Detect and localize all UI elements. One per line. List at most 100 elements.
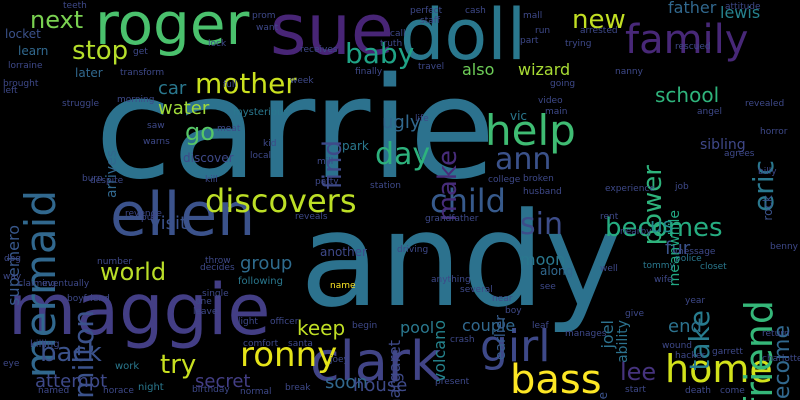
word-begin: begin bbox=[352, 321, 378, 331]
word-despite: despite bbox=[90, 176, 124, 186]
word-way: way bbox=[3, 272, 22, 282]
word-park: park bbox=[342, 139, 369, 153]
word-next: next bbox=[30, 6, 84, 34]
word-end: end bbox=[668, 316, 702, 337]
word-anything: anything bbox=[431, 275, 471, 285]
word-claiming: claiming bbox=[18, 279, 57, 289]
word-run: run bbox=[535, 26, 551, 36]
word-nearby: nearby bbox=[620, 227, 652, 237]
word-eventually: eventually bbox=[42, 279, 90, 289]
word-discover: discover bbox=[183, 151, 234, 165]
word-sibling: sibling bbox=[700, 137, 746, 153]
word-well: well bbox=[600, 264, 618, 274]
word-present: present bbox=[435, 377, 470, 387]
word-ellen: ellen bbox=[110, 180, 256, 250]
word-name: name bbox=[330, 281, 356, 291]
word-eye: eye bbox=[3, 359, 20, 369]
word-new: new bbox=[572, 5, 626, 35]
word-perfect: perfect bbox=[410, 6, 443, 16]
word-nanny: nanny bbox=[615, 67, 643, 77]
word-later: later bbox=[75, 66, 103, 80]
word-another: another bbox=[320, 245, 367, 259]
word-try: try bbox=[160, 350, 197, 380]
word-message: message bbox=[675, 247, 716, 257]
word-station: station bbox=[370, 181, 401, 191]
word-come: come bbox=[720, 386, 745, 396]
word-roger: roger bbox=[95, 0, 250, 58]
word-warns: warns bbox=[143, 137, 170, 147]
word-throw: throw bbox=[205, 256, 231, 266]
word-volcano: volcano bbox=[430, 320, 449, 383]
word-lock: lock bbox=[208, 39, 227, 49]
word-child: child bbox=[430, 182, 506, 220]
word-several: several bbox=[460, 285, 493, 295]
word-world: world bbox=[100, 258, 167, 286]
word-morning: morning bbox=[117, 95, 155, 105]
word-ann: ann bbox=[495, 142, 552, 177]
word-bass: bass bbox=[510, 357, 602, 400]
word-work: work bbox=[115, 361, 140, 372]
word-horror: horror bbox=[760, 127, 788, 137]
word-left: left bbox=[3, 86, 18, 96]
word-put: put bbox=[141, 213, 156, 223]
word-baby: baby bbox=[345, 37, 415, 70]
word-discovers: discovers bbox=[205, 182, 357, 220]
word-grandfather: grandfather bbox=[425, 214, 479, 224]
word-travel: travel bbox=[418, 62, 445, 72]
word-angel: angel bbox=[697, 107, 722, 117]
word-visit: visit bbox=[150, 213, 188, 234]
word-reveals: reveals bbox=[295, 212, 328, 222]
word-receives: receives bbox=[300, 45, 338, 55]
word-maggie: maggie bbox=[8, 269, 271, 351]
word-doll: doll bbox=[400, 0, 527, 76]
word-help: help bbox=[485, 106, 576, 155]
word-closet: closet bbox=[700, 262, 727, 272]
word-wife: wife bbox=[654, 275, 673, 285]
word-moon: moon bbox=[520, 250, 566, 269]
word-meat: meat bbox=[217, 124, 241, 134]
word-benny: benny bbox=[770, 242, 798, 252]
word-husband: husband bbox=[523, 187, 562, 197]
word-mill: mill bbox=[317, 157, 334, 167]
word-truth: truth bbox=[380, 39, 403, 49]
word-light: light bbox=[238, 317, 258, 327]
word-father: father bbox=[668, 0, 717, 17]
word-kid: kid bbox=[263, 139, 277, 149]
word-rock: rock bbox=[761, 195, 775, 221]
word-charlotte: charlotte bbox=[762, 354, 800, 364]
word-boyfriend: boyfriend bbox=[67, 294, 110, 304]
word-transform: transform bbox=[120, 68, 165, 78]
word-day: day bbox=[375, 137, 431, 172]
word-prom: prom bbox=[252, 11, 276, 21]
word-garrett: garrett bbox=[712, 347, 743, 357]
word-tommy: tommy bbox=[643, 261, 675, 271]
word-job: job bbox=[675, 182, 689, 192]
word-santa: santa bbox=[288, 339, 313, 349]
word-billy: billy bbox=[758, 167, 777, 177]
word-birthday: birthday bbox=[192, 385, 230, 395]
word-near: near bbox=[492, 294, 513, 304]
word-keep: keep bbox=[297, 316, 346, 340]
word-along: along bbox=[540, 264, 574, 278]
word-number: number bbox=[97, 257, 133, 267]
word-becomes: becomes bbox=[605, 213, 723, 243]
word-death: death bbox=[685, 386, 711, 396]
word-burn: burn bbox=[82, 174, 103, 184]
word-normal: normal bbox=[240, 387, 272, 397]
word-local: local bbox=[250, 151, 271, 161]
word-killing: killing bbox=[30, 339, 60, 350]
word-lee: lee bbox=[620, 358, 657, 386]
word-soon: soon bbox=[325, 372, 368, 393]
word-crash: crash bbox=[450, 335, 475, 345]
word-comfort: comfort bbox=[243, 339, 279, 349]
word-ugly: ugly bbox=[382, 112, 421, 133]
word-horace: horace bbox=[103, 386, 134, 396]
word-manages: manages bbox=[565, 329, 607, 339]
word-struggle: struggle bbox=[62, 99, 100, 109]
word-attempt: attempt bbox=[35, 371, 108, 392]
word-make: make bbox=[433, 150, 463, 222]
word-house: house bbox=[353, 375, 408, 396]
word-decides: decides bbox=[200, 263, 235, 273]
word-part: part bbox=[520, 36, 539, 46]
word-one: one bbox=[195, 297, 212, 307]
